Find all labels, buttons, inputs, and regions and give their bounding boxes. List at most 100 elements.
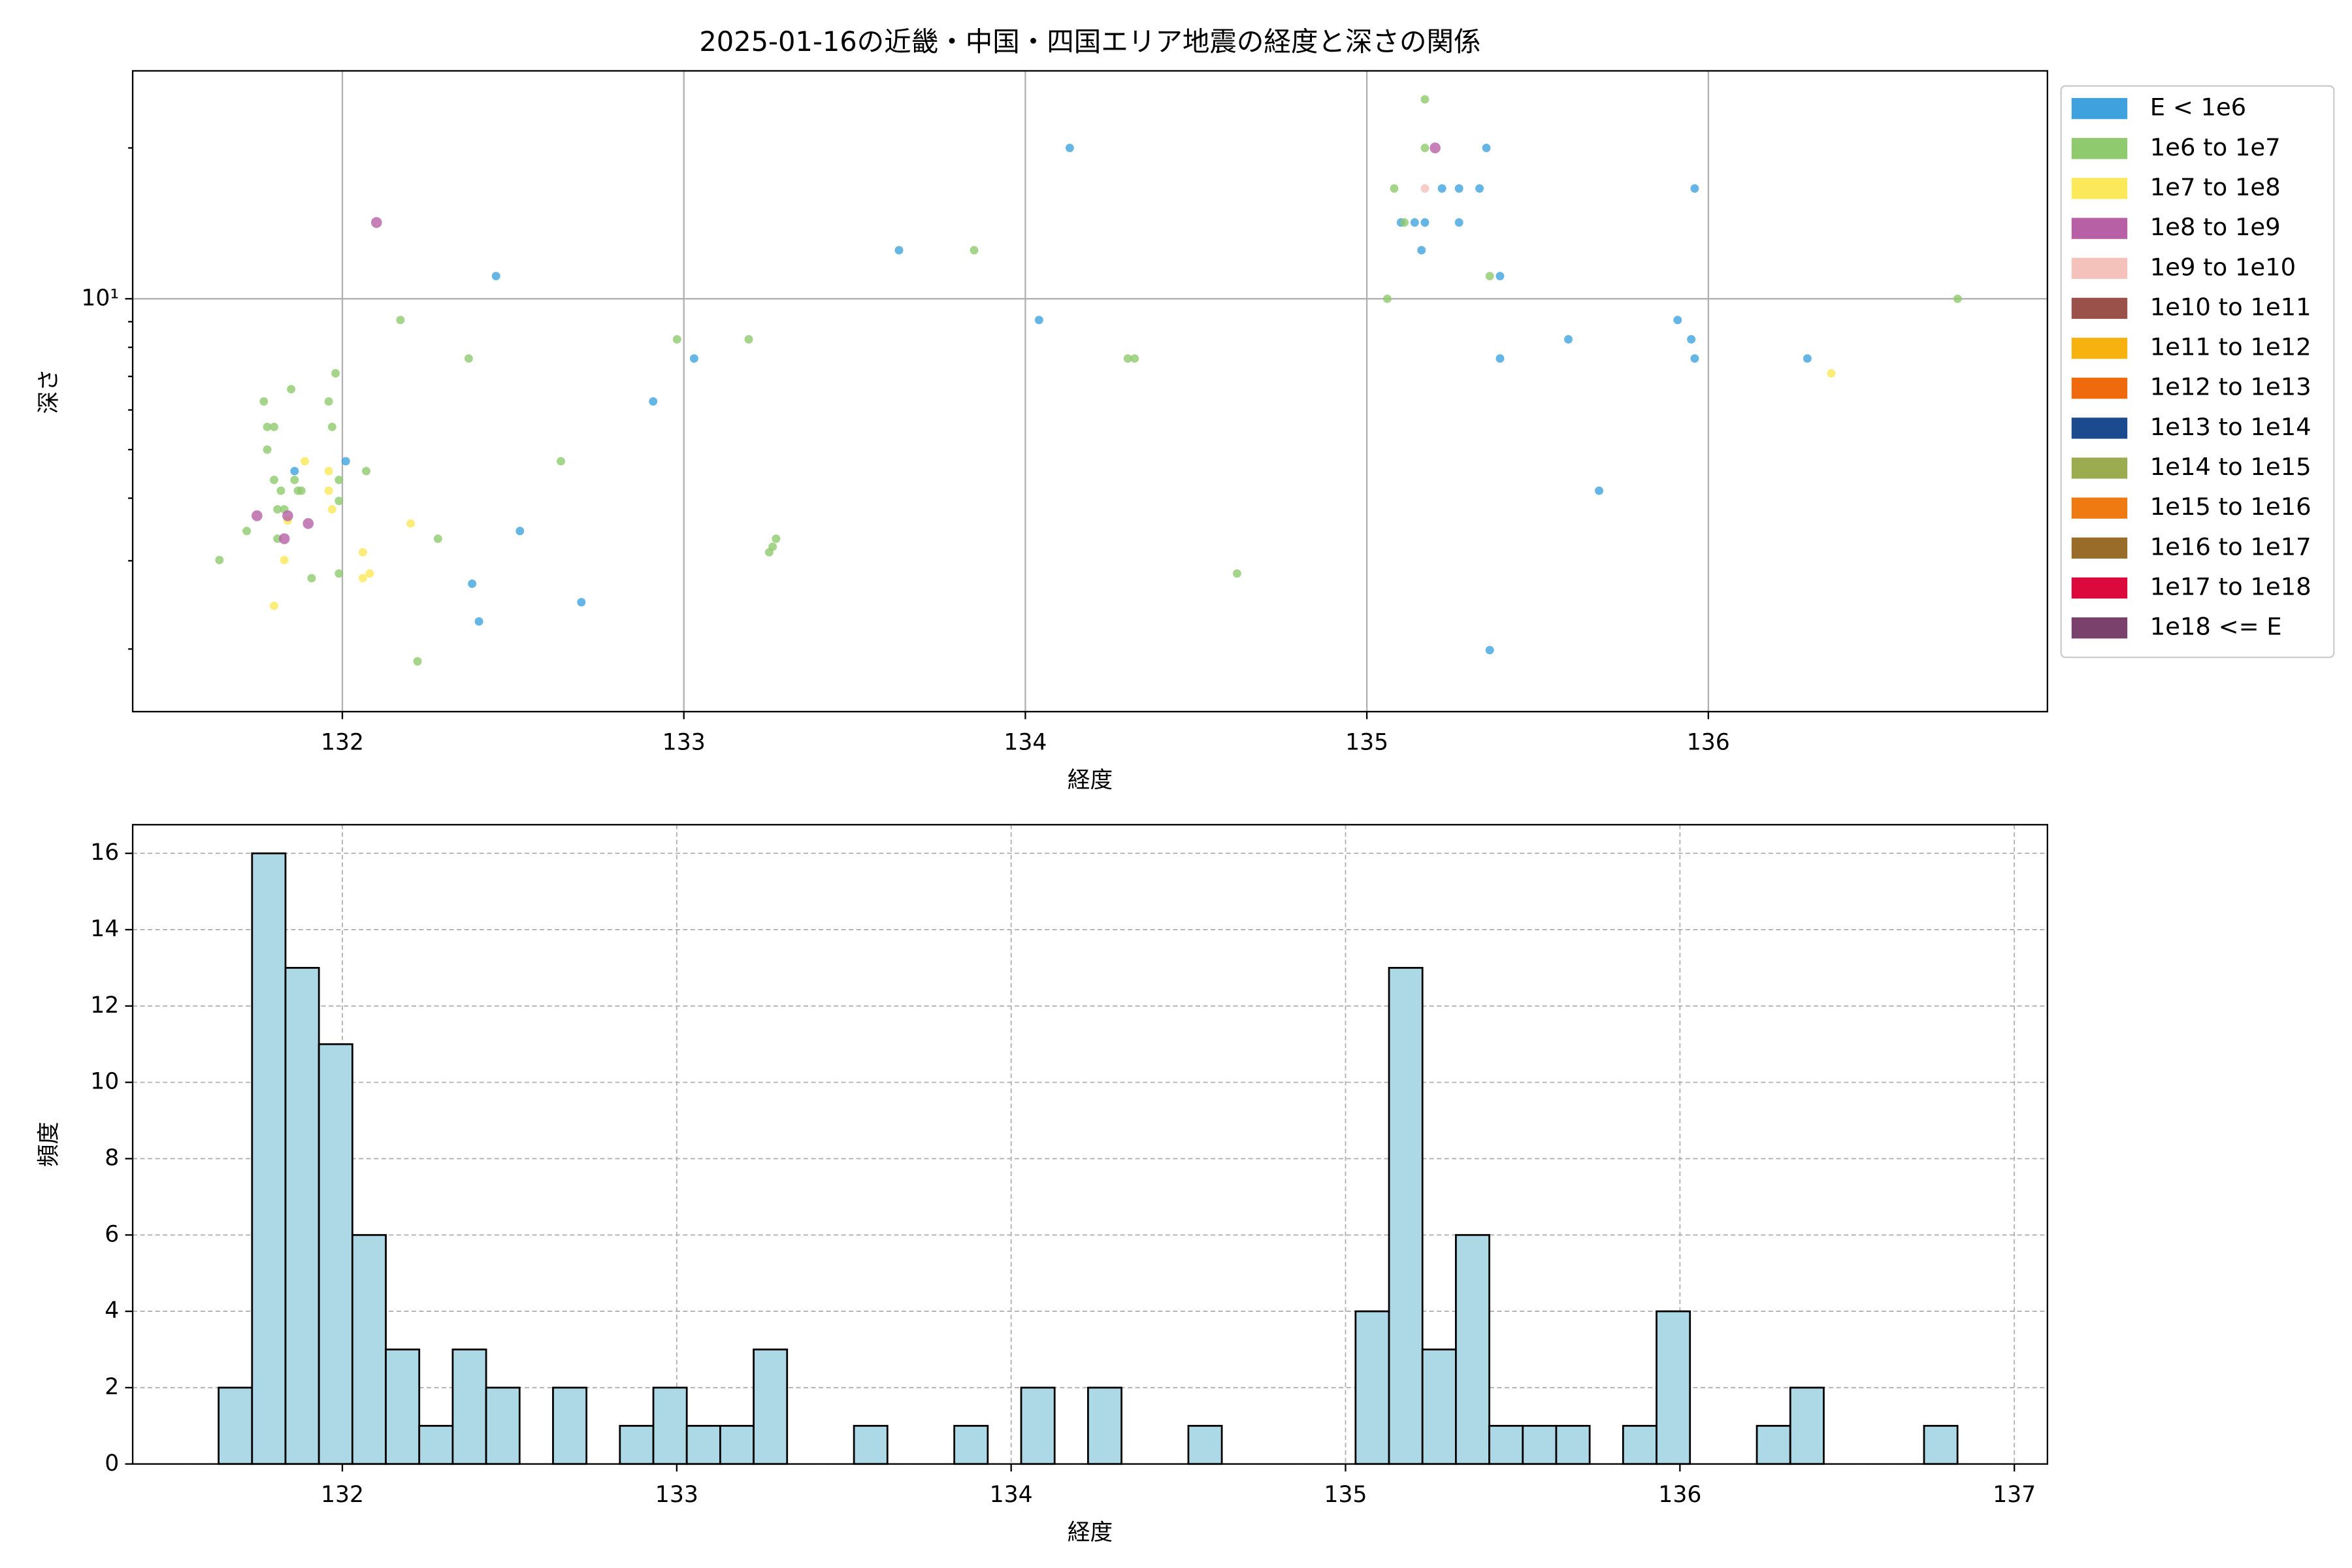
x-tick-label: 132 xyxy=(321,1482,364,1508)
x-axis-label: 経度 xyxy=(1068,1520,1113,1546)
point xyxy=(1690,184,1699,193)
x-tick-label: 137 xyxy=(1993,1482,2036,1508)
point xyxy=(468,579,477,588)
point xyxy=(331,368,340,378)
point xyxy=(1454,184,1463,193)
bar xyxy=(1756,1424,1791,1465)
point xyxy=(1420,143,1429,152)
legend-label: 1e17 to 1e18 xyxy=(2150,573,2311,601)
point xyxy=(1123,354,1132,363)
y-tick-label: 8 xyxy=(105,1145,119,1171)
bar xyxy=(251,852,287,1465)
x-tick-label: 136 xyxy=(1687,730,1730,756)
point xyxy=(1953,294,1962,303)
point xyxy=(270,476,278,485)
legend-label: 1e11 to 1e12 xyxy=(2150,333,2311,361)
point xyxy=(324,486,333,495)
legend-label: 1e8 to 1e9 xyxy=(2150,213,2281,241)
bar xyxy=(385,1348,421,1465)
point xyxy=(335,476,344,485)
bar xyxy=(418,1424,454,1465)
point xyxy=(649,397,658,406)
point xyxy=(1454,218,1463,227)
legend-label: 1e13 to 1e14 xyxy=(2150,413,2311,441)
point xyxy=(1417,246,1426,255)
point xyxy=(287,385,296,394)
point xyxy=(515,527,525,536)
axes-frame xyxy=(131,70,2048,713)
point xyxy=(1485,645,1494,655)
point xyxy=(772,534,781,544)
point xyxy=(1564,335,1573,344)
point xyxy=(327,422,336,431)
legend-label: 1e10 to 1e11 xyxy=(2150,293,2311,321)
x-axis-label: 経度 xyxy=(1068,767,1113,793)
bar xyxy=(652,1386,688,1465)
point xyxy=(1485,272,1494,281)
point xyxy=(1595,486,1604,495)
point xyxy=(1495,272,1505,281)
point xyxy=(327,505,336,514)
y-tick-label: 2 xyxy=(105,1374,119,1400)
bar xyxy=(719,1424,755,1465)
point xyxy=(1475,184,1484,193)
legend-label: 1e14 to 1e15 xyxy=(2150,453,2311,481)
point xyxy=(259,397,269,406)
legend-box xyxy=(2060,85,2335,659)
point xyxy=(1034,316,1043,325)
point xyxy=(1410,218,1419,227)
bar xyxy=(485,1386,521,1465)
point xyxy=(341,457,350,466)
point xyxy=(1673,316,1682,325)
point xyxy=(1437,184,1446,193)
legend-label: 1e16 to 1e17 xyxy=(2150,532,2311,561)
x-tick-label: 135 xyxy=(1324,1482,1367,1508)
y-tick-label: 10¹ xyxy=(81,285,119,311)
bar xyxy=(218,1386,253,1465)
x-tick-label: 135 xyxy=(1345,730,1388,756)
point xyxy=(689,354,698,363)
legend-swatch xyxy=(2071,297,2128,319)
point xyxy=(1482,143,1491,152)
point xyxy=(324,397,333,406)
bar xyxy=(1488,1424,1524,1465)
bar xyxy=(953,1424,989,1465)
point xyxy=(557,457,566,466)
point xyxy=(406,519,416,528)
point xyxy=(252,510,263,521)
y-tick-label: 4 xyxy=(105,1298,119,1324)
bar xyxy=(619,1424,655,1465)
bar xyxy=(1656,1310,1691,1465)
legend-label: 1e18 <= E xyxy=(2150,613,2282,641)
point xyxy=(276,486,286,495)
point xyxy=(270,601,278,610)
point xyxy=(1429,142,1441,154)
legend-label: 1e6 to 1e7 xyxy=(2150,133,2281,161)
y-tick-label: 14 xyxy=(90,916,119,942)
point xyxy=(273,505,282,514)
bar xyxy=(1789,1386,1825,1465)
legend-swatch xyxy=(2071,218,2128,239)
point xyxy=(894,246,904,255)
bar xyxy=(1388,966,1424,1465)
point xyxy=(358,574,367,583)
bar xyxy=(1421,1348,1457,1465)
point xyxy=(324,466,333,476)
bar xyxy=(318,1043,353,1465)
point xyxy=(1233,569,1241,578)
legend-swatch xyxy=(2071,378,2128,399)
bar xyxy=(1187,1424,1223,1465)
bar xyxy=(552,1386,588,1465)
point xyxy=(282,510,293,521)
point xyxy=(1420,184,1429,193)
legend-swatch xyxy=(2071,178,2128,199)
legend-label: 1e12 to 1e13 xyxy=(2150,373,2311,401)
point xyxy=(358,547,367,557)
point xyxy=(242,527,252,536)
point xyxy=(768,542,777,551)
point xyxy=(263,422,272,431)
bar xyxy=(853,1424,889,1465)
point xyxy=(263,445,272,454)
legend-swatch xyxy=(2071,537,2128,559)
